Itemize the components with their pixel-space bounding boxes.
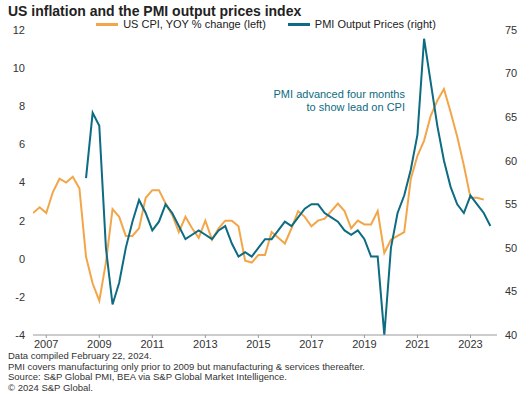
- html-text:PMI advanced four months: PMI advanced four months: [273, 88, 405, 100]
- svg-text:2011: 2011: [140, 338, 164, 350]
- html-text:Source: S&P Global PMI, BEA vi: Source: S&P Global PMI, BEA via S&P Glob…: [8, 371, 287, 382]
- svg-text:40: 40: [505, 329, 517, 341]
- html-text:to show lead on CPI: to show lead on CPI: [306, 101, 405, 113]
- svg-text:0: 0: [19, 253, 25, 265]
- svg-text:45: 45: [505, 285, 517, 297]
- svg-text:10: 10: [13, 62, 25, 74]
- svg-text:-4: -4: [15, 329, 25, 341]
- html-text:Data compiled February 22, 202: Data compiled February 22, 2024.: [8, 350, 152, 361]
- svg-text:6: 6: [19, 138, 25, 150]
- svg-text:2007: 2007: [34, 338, 58, 350]
- svg-text:2019: 2019: [352, 338, 376, 350]
- svg-text:75: 75: [505, 24, 517, 36]
- html-text:US inflation and the PMI outpu: US inflation and the PMI output prices i…: [8, 3, 302, 19]
- svg-text:2: 2: [19, 215, 25, 227]
- html-text:PMI covers manufacturing only: PMI covers manufacturing only prior to 2…: [8, 360, 365, 372]
- svg-text:2009: 2009: [87, 338, 111, 350]
- html-text:US CPI, YOY % change (left): US CPI, YOY % change (left): [123, 18, 266, 30]
- svg-text:4: 4: [19, 176, 25, 188]
- svg-text:65: 65: [505, 111, 517, 123]
- html-text:© 2024 S&P Global.: © 2024 S&P Global.: [8, 381, 93, 393]
- svg-text:2015: 2015: [246, 338, 270, 350]
- svg-text:2013: 2013: [193, 338, 217, 350]
- html-text:PMI Output Prices (right): PMI Output Prices (right): [314, 18, 436, 30]
- svg-text:12: 12: [13, 24, 25, 36]
- svg-text:55: 55: [505, 198, 517, 210]
- svg-text:70: 70: [505, 67, 517, 79]
- svg-text:50: 50: [505, 242, 517, 254]
- svg-text:2023: 2023: [458, 338, 482, 350]
- svg-text:8: 8: [19, 100, 25, 112]
- svg-text:60: 60: [505, 155, 517, 167]
- svg-text:2017: 2017: [299, 338, 323, 350]
- svg-text:-2: -2: [15, 291, 25, 303]
- svg-text:2021: 2021: [405, 338, 429, 350]
